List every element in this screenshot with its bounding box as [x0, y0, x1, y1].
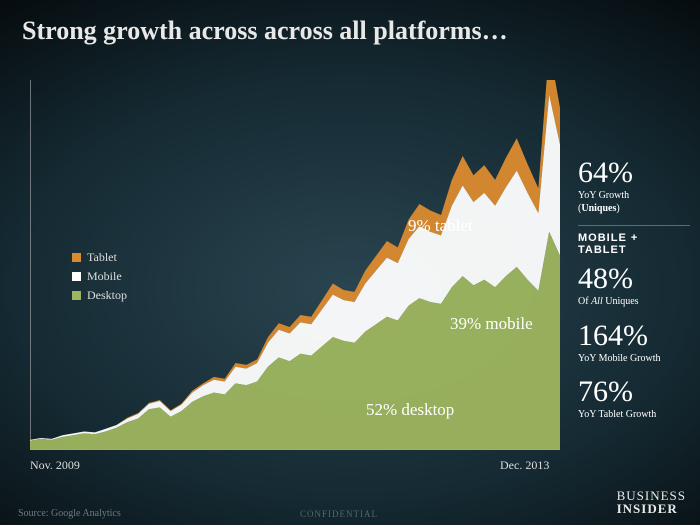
annot-desktop: 52% desktop — [366, 400, 454, 420]
legend-label-tablet: Tablet — [87, 250, 117, 265]
stat-share-value: 48% — [578, 264, 690, 294]
stat-yoy-growth-value: 64% — [578, 158, 690, 188]
logo-line2: INSIDER — [617, 502, 686, 515]
stat-yoy-growth-label: YoY Growth (Uniques) — [578, 190, 690, 215]
legend: Tablet Mobile Desktop — [72, 250, 127, 307]
legend-label-mobile: Mobile — [87, 269, 122, 284]
stat-sub-italic: All — [591, 296, 603, 307]
slide-stage: { "title": { "text": "Strong growth acro… — [0, 0, 700, 525]
logo-business-insider: BUSINESS INSIDER — [617, 489, 686, 515]
slide-title: Strong growth across across all platform… — [22, 16, 508, 46]
legend-item-desktop: Desktop — [72, 288, 127, 303]
stat-mobile-growth-value: 164% — [578, 321, 690, 351]
stat-sub-text: Of — [578, 296, 591, 307]
side-heading: MOBILE + TABLET — [578, 232, 690, 256]
legend-swatch-tablet — [72, 253, 81, 262]
stat-sub-bold: Uniques — [581, 203, 616, 214]
footer-confidential: CONFIDENTIAL — [300, 509, 378, 519]
x-axis-start-label: Nov. 2009 — [30, 458, 80, 473]
stat-sub-text: YoY Growth — [578, 190, 629, 201]
stat-tablet-growth-label: YoY Tablet Growth — [578, 409, 690, 422]
x-axis-end-label: Dec. 2013 — [500, 458, 549, 473]
legend-item-mobile: Mobile — [72, 269, 127, 284]
stat-sub-paren-close: ) — [616, 203, 619, 214]
side-stats: 64% YoY Growth (Uniques) MOBILE + TABLET… — [578, 158, 690, 422]
annot-tablet: 9% tablet — [408, 216, 473, 236]
annot-mobile: 39% mobile — [450, 314, 533, 334]
legend-label-desktop: Desktop — [87, 288, 127, 303]
legend-swatch-desktop — [72, 291, 81, 300]
stat-share-label: Of All Uniques — [578, 296, 690, 309]
legend-item-tablet: Tablet — [72, 250, 127, 265]
side-separator — [578, 225, 690, 226]
legend-swatch-mobile — [72, 272, 81, 281]
stat-mobile-growth-label: YoY Mobile Growth — [578, 353, 690, 366]
stat-sub-text: Uniques — [603, 296, 639, 307]
stat-tablet-growth-value: 76% — [578, 377, 690, 407]
footer-source: Source: Google Analytics — [18, 508, 121, 519]
